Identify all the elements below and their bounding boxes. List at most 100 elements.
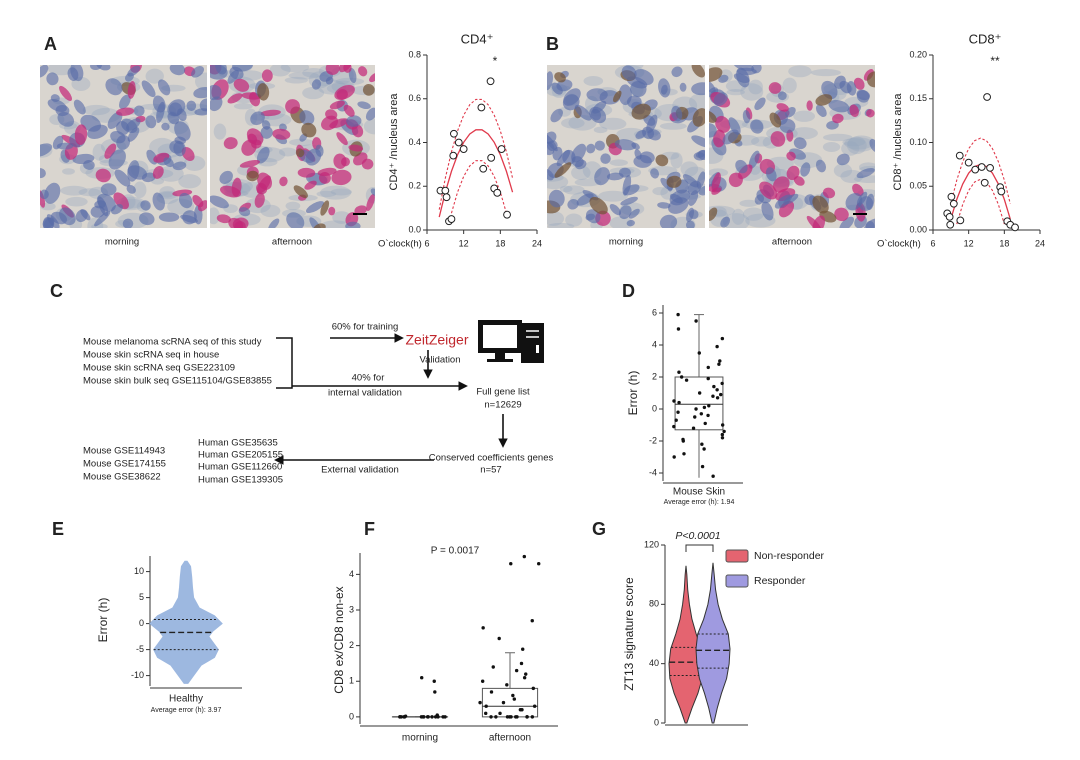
cell <box>261 69 273 83</box>
x-tick-label: afternoon <box>489 733 531 744</box>
fit-line <box>438 129 514 218</box>
stroma <box>810 69 841 77</box>
cell <box>815 94 833 106</box>
arrow-label: External validation <box>321 465 399 476</box>
image-caption: morning <box>105 237 139 248</box>
cell <box>709 207 718 222</box>
legend-label: Non-responder <box>754 550 825 562</box>
panel-label: D <box>622 281 635 301</box>
cell <box>711 187 722 195</box>
data-point <box>679 375 684 379</box>
cell <box>140 200 151 211</box>
micrograph <box>709 65 875 228</box>
stroma <box>751 136 773 147</box>
stroma <box>320 185 352 200</box>
data-point <box>402 715 407 719</box>
cell <box>659 214 678 228</box>
cell <box>40 143 53 157</box>
cell <box>793 137 807 150</box>
confidence-band <box>450 160 507 214</box>
data-point <box>694 319 698 323</box>
data-point <box>531 686 536 691</box>
y-tick-label: 4 <box>349 569 354 579</box>
stroma <box>782 77 797 94</box>
x-tick-label: 12 <box>459 238 469 248</box>
cell <box>232 217 249 228</box>
mouse-dataset: Mouse GSE38622 <box>83 472 161 483</box>
data-point <box>398 715 402 719</box>
cell <box>57 111 75 127</box>
stroma <box>363 118 375 135</box>
y-tick-label: -10 <box>131 670 144 680</box>
y-axis-label: ZT13 signature score <box>622 577 636 691</box>
cell <box>556 79 573 92</box>
model-name: ZeitZeiger <box>405 332 468 348</box>
cell <box>671 105 683 122</box>
cell <box>246 170 259 182</box>
cell <box>594 140 605 151</box>
cell <box>856 167 875 179</box>
data-point <box>530 618 534 623</box>
data-point <box>945 212 954 221</box>
violin <box>695 562 731 724</box>
x-axis-label: O`clock(h) <box>378 239 422 250</box>
data-point <box>964 158 973 167</box>
note: Average error (h): 1.94 <box>664 499 735 506</box>
data-point <box>459 145 468 153</box>
data-point <box>720 436 725 440</box>
source-dataset: Mouse melanoma scRNA seq of this study <box>83 337 262 348</box>
cell <box>56 142 74 150</box>
data-point <box>672 424 676 429</box>
y-axis-label: CD8⁺ /nucleus area <box>892 93 904 191</box>
cell <box>666 175 682 188</box>
cell <box>354 205 367 215</box>
y-tick-label: 0.8 <box>408 49 421 59</box>
data-point <box>524 672 528 676</box>
cell <box>761 201 774 221</box>
cell <box>669 189 691 206</box>
stroma <box>822 142 841 152</box>
y-tick-label: 0.10 <box>909 137 927 147</box>
stroma <box>659 122 687 130</box>
workflow-diagram: Mouse melanoma scRNA seq of this study M… <box>83 320 553 486</box>
data-point <box>505 683 509 687</box>
cell <box>73 99 86 115</box>
stroma <box>742 207 764 221</box>
cell <box>742 109 751 124</box>
y-tick-label: 0.20 <box>909 49 927 59</box>
cell <box>210 84 222 101</box>
micrographs <box>40 65 875 228</box>
stroma <box>652 187 668 196</box>
data-point <box>478 700 482 705</box>
cell <box>633 155 652 168</box>
cell <box>754 97 766 111</box>
cell <box>231 177 242 197</box>
cell <box>720 216 731 228</box>
x-tick-label: 18 <box>999 238 1009 248</box>
source-dataset: Mouse skin scRNA seq GSE223109 <box>83 363 235 374</box>
stroma <box>210 207 220 225</box>
data-point <box>430 715 434 719</box>
cell <box>74 124 88 145</box>
cell <box>257 172 272 190</box>
stroma <box>278 147 297 157</box>
mouse-dataset: Mouse GSE114943 <box>83 446 165 457</box>
cell <box>313 223 326 228</box>
cell <box>547 71 554 91</box>
data-point <box>481 626 485 630</box>
cell <box>47 99 67 113</box>
stroma <box>65 196 88 207</box>
cell <box>180 214 198 223</box>
y-tick-label: -2 <box>649 435 657 445</box>
cell <box>836 153 850 166</box>
data-point <box>706 376 710 381</box>
data-point <box>715 388 719 392</box>
cell <box>199 98 207 112</box>
cell <box>655 154 669 167</box>
cell <box>620 196 638 206</box>
cell <box>735 159 748 174</box>
stroma <box>793 110 816 122</box>
y-tick-label: -4 <box>649 467 657 477</box>
data-point <box>489 715 493 719</box>
